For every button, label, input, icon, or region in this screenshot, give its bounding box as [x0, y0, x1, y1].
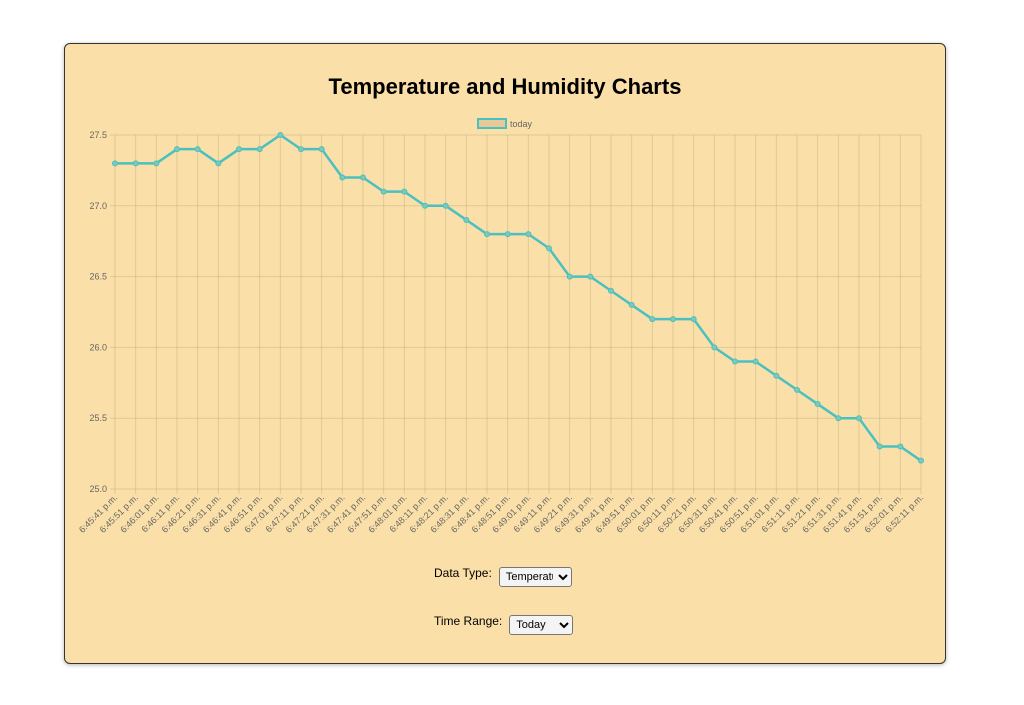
data-point: [566, 273, 573, 280]
y-tick-label: 26.0: [89, 342, 107, 352]
y-tick-label: 27.0: [89, 201, 107, 211]
data-point: [277, 132, 284, 138]
data-point: [628, 301, 635, 308]
data-point: [318, 146, 325, 153]
data-point: [339, 174, 346, 181]
series-line-today: [115, 133, 922, 462]
data-point: [918, 457, 924, 464]
data-point: [690, 316, 697, 323]
time-range-select[interactable]: Today: [509, 615, 574, 635]
y-tick-label: 25.5: [89, 413, 107, 423]
data-point: [504, 231, 511, 238]
data-point: [546, 245, 552, 252]
data-point: [194, 146, 201, 153]
temperature-chart: 25.025.526.026.527.027.56:45:41 p.m.6:45…: [77, 118, 925, 535]
data-point: [732, 358, 738, 365]
data-point: [236, 146, 242, 153]
data-point: [773, 372, 780, 379]
data-point: [132, 160, 139, 167]
legend-label: today: [510, 119, 533, 129]
chart-card: Temperature and Humidity Charts: [64, 43, 946, 664]
data-point: [422, 202, 428, 209]
data-point: [608, 287, 614, 294]
data-point: [215, 160, 222, 167]
data-point: [298, 146, 304, 153]
data-point: [401, 188, 408, 195]
data-point: [670, 316, 676, 323]
data-point: [112, 160, 118, 167]
data-type-label: Data Type:: [434, 566, 492, 580]
data-point: [835, 415, 842, 422]
data-point: [814, 401, 821, 408]
data-point: [174, 146, 180, 153]
data-type-control: Data Type: Temperature: [434, 559, 572, 587]
data-point: [360, 174, 366, 181]
legend-swatch: [477, 118, 507, 129]
data-point: [484, 231, 490, 238]
y-tick-label: 26.5: [89, 272, 107, 282]
data-point: [256, 146, 263, 153]
data-point: [380, 188, 387, 195]
time-range-label: Time Range:: [434, 614, 503, 628]
data-point: [752, 358, 759, 365]
y-tick-label: 25.0: [89, 484, 107, 494]
data-point: [463, 216, 470, 223]
page-title: Temperature and Humidity Charts: [328, 74, 682, 99]
data-point: [442, 202, 449, 209]
data-point: [649, 316, 656, 323]
data-type-select[interactable]: Temperature: [498, 567, 572, 587]
y-tick-label: 27.5: [89, 130, 107, 140]
data-point: [794, 386, 800, 393]
data-point: [856, 415, 862, 422]
data-point: [897, 443, 904, 450]
data-point: [587, 273, 594, 280]
data-point: [153, 160, 160, 167]
data-point: [876, 443, 883, 450]
data-point: [711, 344, 718, 351]
data-point: [525, 231, 532, 238]
time-range-control: Time Range: Today: [434, 607, 574, 635]
